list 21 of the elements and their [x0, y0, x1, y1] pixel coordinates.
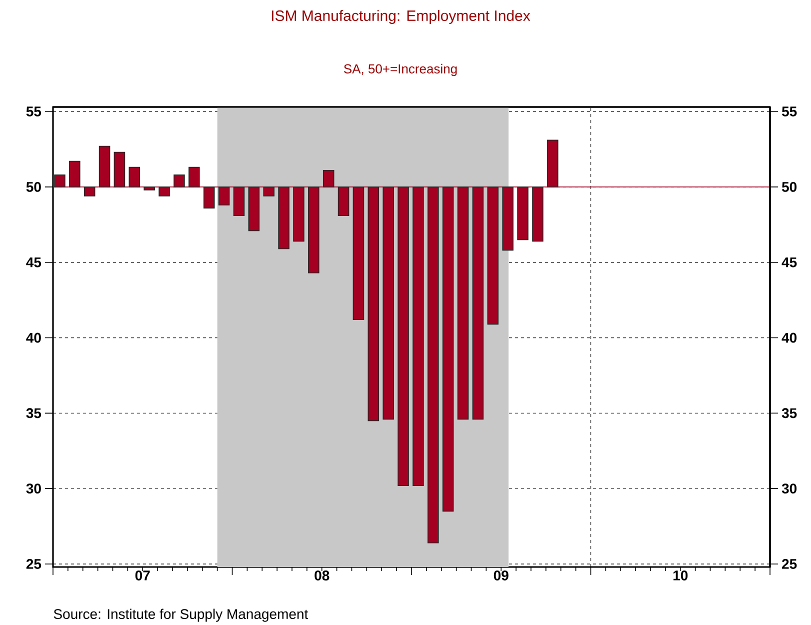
y2-tick-label: 45 — [26, 257, 42, 268]
y-tick-label: 45 — [782, 257, 797, 268]
y-tick-label: 25 — [782, 559, 797, 569]
y-tick-label: 40 — [782, 332, 797, 343]
chart-subtitle: SA, 50+=Increasing — [344, 64, 457, 76]
x-tick-label: 10 — [673, 570, 688, 580]
y2-tick-label: 35 — [26, 408, 42, 418]
x-tick-label: 09 — [494, 570, 508, 580]
y2-tick-label: 40 — [26, 332, 41, 343]
y2-tick-label: 25 — [26, 559, 42, 569]
y-tick-label: 35 — [782, 408, 797, 418]
y-tick-label: 30 — [782, 484, 797, 494]
x-tick-label: 08 — [314, 570, 330, 580]
chart-title: ISM Manufacturing: Employment Index — [272, 10, 530, 24]
y-tick-label: 55 — [782, 106, 797, 116]
y2-tick-label: 55 — [26, 106, 42, 116]
source-note: Source: Institute for Supply Management — [54, 608, 308, 622]
y2-tick-label: 50 — [26, 182, 41, 192]
y-tick-label: 50 — [782, 182, 797, 192]
x-tick-label: 07 — [135, 570, 150, 580]
y2-tick-label: 30 — [26, 484, 41, 494]
